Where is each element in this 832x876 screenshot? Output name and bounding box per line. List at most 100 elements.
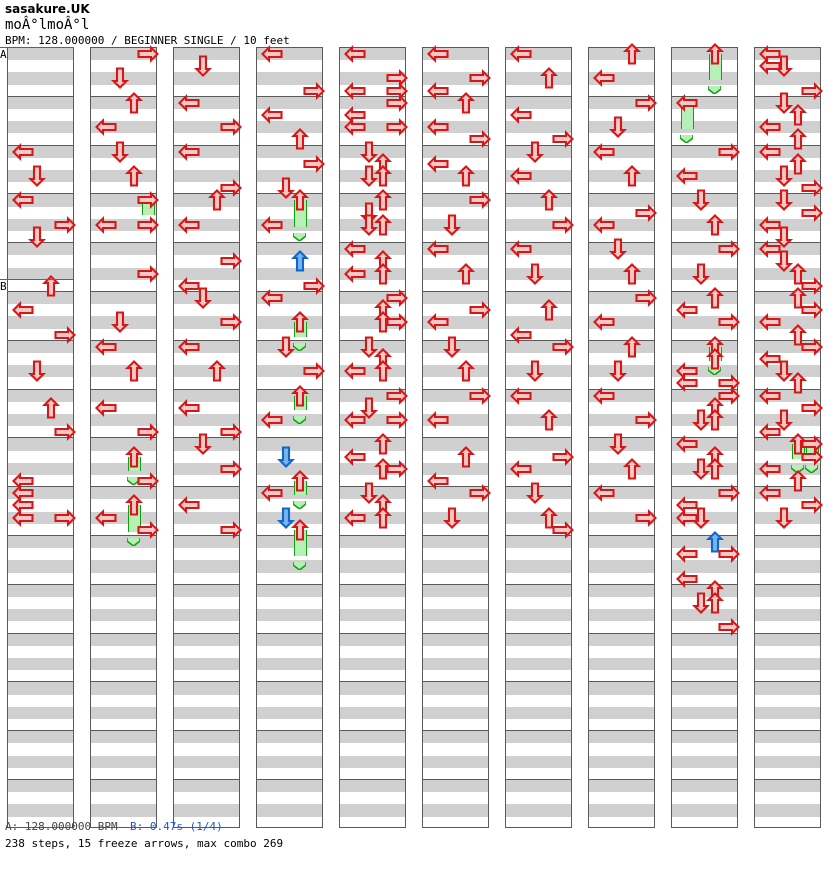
marker-line-b[interactable] [0, 278, 74, 280]
measure [174, 142, 242, 198]
note-arrow-down [358, 165, 380, 187]
beat-stripe [755, 584, 820, 597]
beat-stripe [506, 633, 571, 646]
measure [91, 730, 156, 779]
note-arrow-right [469, 482, 491, 504]
measure [340, 240, 405, 291]
beat-stripe [672, 560, 737, 573]
chart-column-2 [90, 44, 159, 828]
note-arrow-right [552, 446, 574, 468]
note-arrow-down [524, 141, 546, 163]
beat-stripe [589, 804, 654, 817]
beat-stripe [589, 731, 654, 744]
note-arrow-up [538, 189, 560, 211]
note-arrow-right [386, 116, 408, 138]
measure [423, 144, 488, 194]
note-arrow-left [759, 348, 781, 370]
note-arrow-up [123, 360, 145, 382]
measure [589, 730, 654, 779]
measure [174, 778, 239, 828]
note-arrow-up [704, 286, 726, 309]
note-arrow-right [635, 202, 657, 224]
beat-stripe [340, 657, 405, 671]
measure [506, 632, 571, 682]
beat-stripe [340, 560, 405, 573]
note-arrow-left [593, 482, 615, 504]
beat-stripe [672, 779, 737, 793]
measure [174, 632, 239, 682]
measure [755, 484, 823, 535]
beat-stripe [340, 633, 405, 646]
beat-stripe [340, 779, 405, 793]
note-arrow-up [787, 323, 809, 346]
beat-stripe [8, 413, 73, 427]
measure [174, 47, 239, 96]
note-arrow-up [538, 299, 560, 321]
measure [340, 386, 408, 438]
note-arrow-right [137, 189, 159, 211]
note-arrow-right [552, 214, 574, 236]
measure [506, 583, 571, 633]
beat-stripe [174, 389, 239, 402]
beat-stripe [91, 755, 156, 768]
note-arrow-left [261, 104, 283, 126]
beat-stripe [174, 755, 239, 768]
measure [91, 486, 159, 547]
measure [672, 778, 737, 828]
song-title: moÂ°lmoÂ°l [5, 17, 90, 33]
beat-stripe [589, 779, 654, 793]
note-arrow-down [773, 409, 795, 431]
beat-stripe [91, 291, 156, 305]
note-arrow-right [635, 287, 657, 309]
beat-stripe [174, 804, 239, 817]
beat-stripe [755, 682, 820, 695]
beat-stripe [8, 633, 73, 646]
note-arrow-right [801, 299, 823, 321]
measure [755, 189, 823, 248]
note-arrow-left [261, 287, 283, 309]
note-arrow-right [469, 299, 491, 321]
note-arrow-left [178, 494, 200, 516]
note-arrow-left [510, 238, 532, 260]
beat-stripe [423, 657, 488, 671]
marker-line-a[interactable] [0, 47, 74, 48]
note-arrow-right [137, 421, 159, 443]
note-arrow-right [718, 238, 740, 260]
beat-stripe [257, 438, 322, 451]
note-arrow-left [593, 141, 615, 163]
beat-stripe [506, 584, 571, 597]
note-arrow-right [469, 128, 491, 150]
note-arrow-down [358, 214, 380, 236]
measure [8, 632, 73, 682]
beat-stripe [8, 121, 73, 134]
beat-stripe [257, 731, 322, 744]
measure [340, 141, 405, 194]
beat-stripe [257, 243, 322, 256]
beat-stripe [672, 657, 737, 671]
measure [91, 534, 156, 584]
measure [257, 384, 322, 438]
beat-stripe [174, 779, 239, 793]
note-arrow-down [275, 507, 297, 529]
measure [506, 337, 574, 389]
measure [755, 386, 823, 442]
note-arrow-up [372, 360, 394, 382]
note-arrow-up [704, 347, 726, 370]
measure [755, 730, 820, 779]
beat-stripe [589, 682, 654, 695]
note-arrow-right [54, 324, 76, 346]
beat-stripe [423, 535, 488, 549]
measure [91, 337, 156, 389]
note-arrow-left [344, 360, 366, 382]
freeze-arrow-tail [292, 494, 307, 511]
beat-stripe [506, 682, 571, 695]
measure [423, 730, 488, 779]
note-arrow-up [621, 457, 643, 480]
beat-stripe [91, 389, 156, 402]
beat-stripe [91, 682, 156, 695]
note-arrow-left [759, 458, 781, 480]
note-arrow-left [759, 482, 781, 504]
beat-stripe [423, 731, 488, 744]
note-arrow-down [26, 360, 48, 383]
